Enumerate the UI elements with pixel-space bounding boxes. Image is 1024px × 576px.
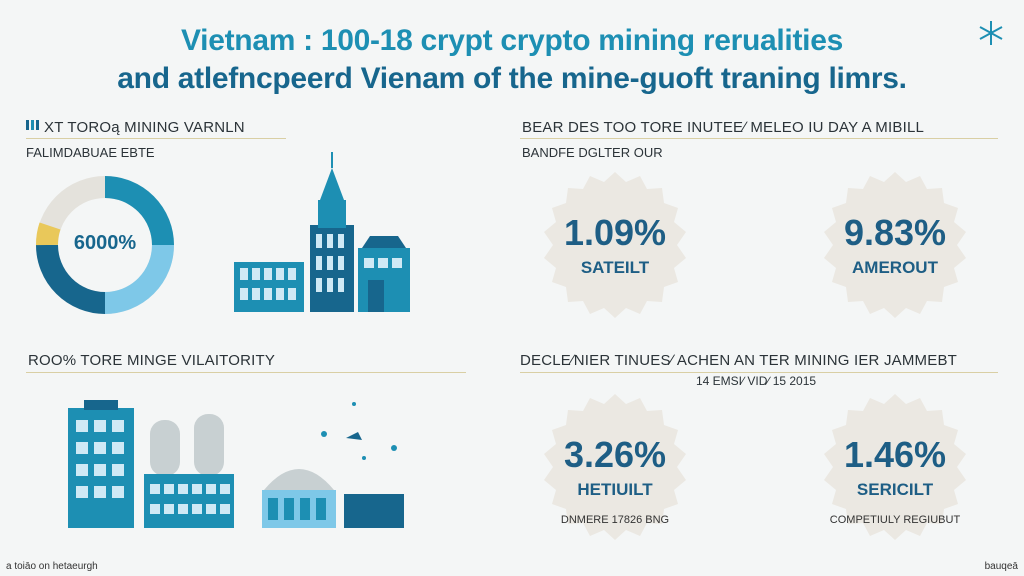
mining-facility-illustration xyxy=(68,400,404,528)
factory-illustration xyxy=(234,152,410,312)
left-top-heading: XT TOROą MINING VARNLN xyxy=(44,119,245,136)
stat-value: 9.83% xyxy=(843,212,947,253)
right-bottom-heading: DECLE∕NIER TINUES∕ ACHEN AN TER MINING I… xyxy=(520,352,958,369)
footer-mark: bauqeā xyxy=(984,561,1018,572)
right-top-heading: BEAR DES TOO TORE INUTEE∕ MELEO IU DAY A… xyxy=(522,119,925,136)
stat-note: COMPETIULY REGIUBUT xyxy=(829,514,961,526)
divider xyxy=(26,372,466,373)
left-bottom-heading: ROO% TORE MINGE VILAITORITY xyxy=(28,352,276,369)
stat-label: AMEROUT xyxy=(852,258,938,277)
stat-badge: 1.46% SERICILT xyxy=(820,392,970,542)
stat-value: 1.46% xyxy=(843,434,947,475)
divider xyxy=(520,372,998,373)
bar-icon xyxy=(26,120,39,130)
stat-badge: 3.26% HETIUILT xyxy=(540,392,690,542)
stat-badge: 9.83% AMEROUT xyxy=(820,170,970,320)
right-top-subheading: BANDFE DGLTER OUR xyxy=(522,145,663,160)
divider xyxy=(26,138,286,139)
seal-shape xyxy=(544,394,686,540)
stat-badge: 1.09% SATEILT xyxy=(540,170,690,320)
footer-credit: a toiāo on hetaeurgh xyxy=(6,561,98,572)
title-line-2: and atlefncpeerd Vienam of the mine-guof… xyxy=(117,62,907,95)
stat-label: SERICILT xyxy=(856,480,934,499)
title-line-1: Vietnam : 100-18 crypt crypto mining rer… xyxy=(181,24,843,57)
seal-shape xyxy=(544,172,686,318)
donut-label: 6000% xyxy=(73,232,137,254)
left-top-subheading: FALIMDABUAE EBTE xyxy=(26,145,155,160)
divider xyxy=(520,138,998,139)
page-title: Vietnam : 100-18 crypt crypto mining rer… xyxy=(0,22,1024,98)
seal-shape xyxy=(824,172,966,318)
stat-label: SATEILT xyxy=(580,258,650,277)
stat-value: 3.26% xyxy=(563,434,667,475)
snowflake-icon xyxy=(979,21,1003,45)
donut-chart: 6000% xyxy=(30,170,180,320)
seal-shape xyxy=(824,394,966,540)
stat-label: HETIUILT xyxy=(577,480,653,499)
stat-note: DNMERE 17826 BNG xyxy=(560,514,670,526)
right-bottom-subheading: 14 EMSI∕ VID∕ 15 2015 xyxy=(696,374,817,388)
stat-value: 1.09% xyxy=(563,212,667,253)
